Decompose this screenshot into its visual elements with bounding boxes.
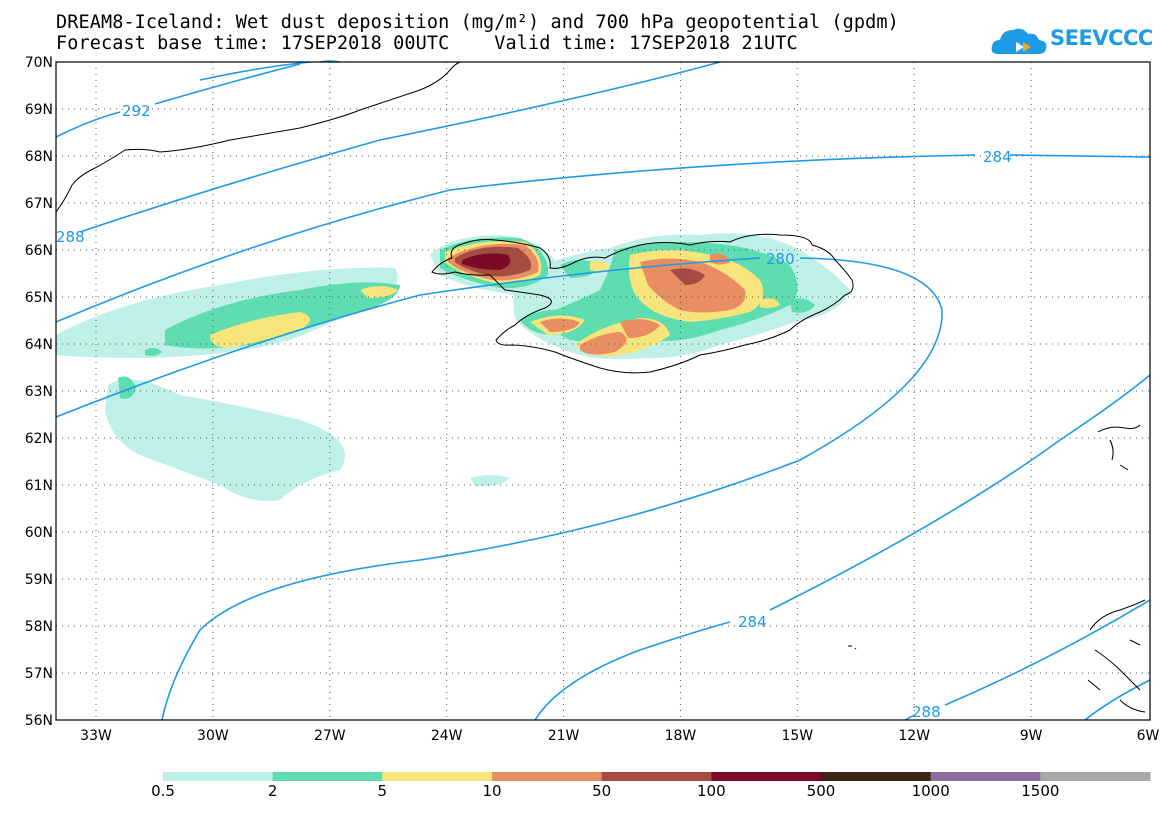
- colorbar-label: 1000: [911, 782, 950, 800]
- colorbar-label: 2: [267, 782, 278, 800]
- logo-text: SEEVCCC: [1050, 26, 1153, 50]
- lat-label: 61N: [25, 478, 53, 494]
- lon-label: 24W: [431, 728, 463, 744]
- lat-label: 67N: [25, 196, 53, 212]
- colorbar-label: 50: [592, 782, 612, 800]
- map-title: DREAM8-Iceland: Wet dust deposition (mg/…: [56, 12, 899, 33]
- lat-label: 56N: [25, 713, 53, 729]
- lon-label: 15W: [781, 728, 813, 744]
- contour-label: 284: [983, 148, 1012, 166]
- latitude-labels: 70N 69N 68N 67N 66N 65N 64N 63N 62N 61N 60N 59N 58N 5…: [25, 55, 53, 729]
- contour-label: 288: [56, 228, 85, 246]
- colorbar-swatch: [382, 772, 493, 781]
- colorbar-label: 5: [377, 782, 388, 800]
- lon-label: 33W: [80, 728, 112, 744]
- lat-label: 66N: [25, 243, 53, 259]
- colorbar-label: 100: [697, 782, 726, 800]
- map-subtitle: Forecast base time: 17SEP2018 00UTC Vali…: [56, 33, 798, 54]
- lon-label: 12W: [898, 728, 930, 744]
- lon-label: 9W: [1020, 728, 1043, 744]
- coastlines: [55, 61, 1146, 713]
- colorbar-label: 10: [482, 782, 502, 800]
- lat-label: 69N: [25, 102, 53, 118]
- cloud-icon: [991, 28, 1047, 54]
- lat-label: 68N: [25, 149, 53, 165]
- lat-label: 57N: [25, 666, 53, 682]
- lat-label: 70N: [25, 55, 53, 71]
- colorbar-swatch: [163, 772, 274, 781]
- contour-label: 284: [738, 613, 767, 631]
- lat-label: 62N: [25, 431, 53, 447]
- colorbar-swatch: [492, 772, 603, 781]
- lon-label: 30W: [197, 728, 229, 744]
- colorbar-label: 1500: [1021, 782, 1060, 800]
- lat-label: 63N: [25, 384, 53, 400]
- colorbar-swatch: [601, 772, 712, 781]
- contour-label: 292: [122, 102, 151, 120]
- lat-label: 60N: [25, 525, 53, 541]
- contour-label: 280: [766, 250, 795, 268]
- lat-label: 64N: [25, 337, 53, 353]
- lat-label: 58N: [25, 619, 53, 635]
- lon-label: 21W: [548, 728, 580, 744]
- colorbar-label: 500: [806, 782, 836, 800]
- map-frame: [55, 61, 1151, 721]
- contour-labels: 292 288 284 280 284 288: [56, 102, 1012, 721]
- colorbar-swatch: [821, 772, 932, 781]
- lat-label: 59N: [25, 572, 53, 588]
- seevccc-logo: SEEVCCC: [990, 20, 1153, 60]
- colorbar: [163, 772, 1151, 781]
- lat-label: 65N: [25, 290, 53, 306]
- colorbar-label: 0.5: [151, 782, 175, 800]
- longitude-labels: 33W 30W 27W 24W 21W 18W 15W 12W 9W 6W: [80, 728, 1159, 744]
- lon-label: 27W: [314, 728, 346, 744]
- colorbar-swatch: [711, 772, 822, 781]
- colorbar-swatch: [1040, 772, 1151, 781]
- lon-label: 18W: [665, 728, 697, 744]
- gridlines: [56, 62, 1150, 720]
- dust-field: [56, 233, 850, 501]
- contour-label: 288: [912, 703, 941, 721]
- colorbar-swatch: [272, 772, 383, 781]
- lon-label: 6W: [1137, 728, 1160, 744]
- colorbar-swatch: [930, 772, 1041, 781]
